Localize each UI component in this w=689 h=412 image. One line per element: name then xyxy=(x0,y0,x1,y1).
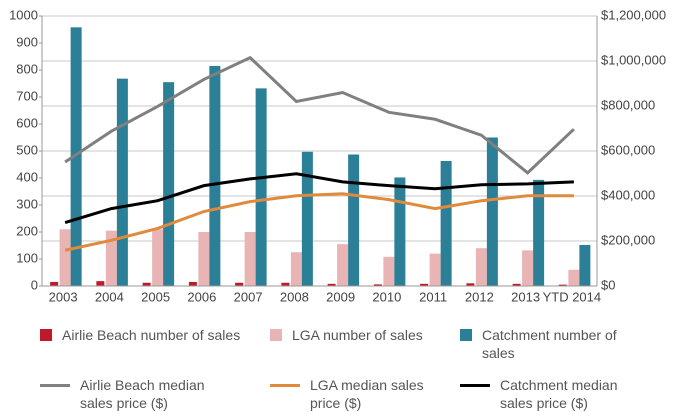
legend-marker xyxy=(460,384,490,387)
bar xyxy=(50,281,59,286)
legend-label: Catchment number of sales xyxy=(482,327,617,361)
bar xyxy=(348,154,360,286)
line xyxy=(64,192,574,252)
x-tick-label: YTD 2014 xyxy=(543,289,602,304)
legend-marker xyxy=(270,384,300,387)
bar xyxy=(59,229,71,286)
bar xyxy=(152,229,164,286)
y2-tick-label: $800,000 xyxy=(601,97,655,112)
bar xyxy=(163,82,175,287)
y-tick-label: 900 xyxy=(16,34,38,49)
x-tick-label: 2004 xyxy=(95,289,124,304)
legend-item: Airlie Beach number of sales xyxy=(40,326,270,362)
legend-marker xyxy=(40,329,52,341)
legend: Airlie Beach number of sales LGA number o… xyxy=(40,326,660,412)
legend-marker xyxy=(40,384,70,387)
legend-marker xyxy=(460,329,472,341)
bar xyxy=(579,244,591,286)
legend-label: LGA number of sales xyxy=(292,327,423,343)
legend-item: Catchment number of sales xyxy=(460,326,660,362)
x-tick-label: 2010 xyxy=(372,289,401,304)
bar xyxy=(209,65,221,286)
bar xyxy=(327,283,336,286)
y2-tick-label: $400,000 xyxy=(601,187,655,202)
legend-item: Airlie Beach median sales price ($) xyxy=(40,376,270,412)
y2-tick-label: $1,000,000 xyxy=(601,52,666,67)
bar xyxy=(512,283,521,286)
x-tick-label: 2012 xyxy=(465,289,494,304)
line xyxy=(64,55,575,175)
bar xyxy=(558,284,567,286)
y-tick-label: 700 xyxy=(16,88,38,103)
y2-tick-label: $0 xyxy=(601,277,615,292)
bar xyxy=(486,137,498,286)
bar xyxy=(70,27,82,287)
bar xyxy=(466,283,475,286)
x-tick-label: 2009 xyxy=(326,289,355,304)
y-tick-label: 1000 xyxy=(9,7,38,22)
y-tick-label: 500 xyxy=(16,142,38,157)
bar xyxy=(142,282,151,286)
x-tick-label: 2007 xyxy=(234,289,263,304)
line xyxy=(64,172,574,224)
y2-tick-label: $200,000 xyxy=(601,232,655,247)
legend-item: LGA median sales price ($) xyxy=(270,376,460,412)
bar xyxy=(188,281,197,286)
chart: $0 $200,000 $400,000 $600,000 $800,000 $1,000… xyxy=(9,7,666,304)
y2-tick-label: $600,000 xyxy=(601,142,655,157)
y-tick-label: 800 xyxy=(16,61,38,76)
x-tick-label: 2005 xyxy=(141,289,170,304)
legend-label: LGA median sales price ($) xyxy=(310,377,424,411)
legend-label: Airlie Beach number of sales xyxy=(62,327,241,343)
bar xyxy=(301,151,313,286)
y2-tick-label: $1,200,000 xyxy=(601,7,666,22)
bar xyxy=(440,160,452,286)
y-tick-label: 600 xyxy=(16,115,38,130)
x-tick-label: 2003 xyxy=(49,289,78,304)
legend-label: Catchment median sales price ($) xyxy=(500,377,618,411)
bar xyxy=(475,248,487,286)
bar xyxy=(568,269,580,286)
bar xyxy=(533,179,545,286)
x-tick-label: 2006 xyxy=(187,289,216,304)
y-tick-label: 400 xyxy=(16,169,38,184)
bar xyxy=(373,284,382,286)
legend-item: Catchment median sales price ($) xyxy=(460,376,660,412)
bar xyxy=(429,253,441,286)
x-tick-label: 2008 xyxy=(280,289,309,304)
bar xyxy=(522,250,534,286)
bar xyxy=(383,256,395,286)
y-tick-label: 200 xyxy=(16,223,38,238)
x-tick-label: 2011 xyxy=(419,289,447,304)
bar xyxy=(255,88,267,286)
x-tick-label: 2013 xyxy=(511,289,540,304)
bar xyxy=(235,282,244,286)
y-tick-label: 300 xyxy=(16,196,38,211)
bar xyxy=(420,283,429,286)
legend-marker xyxy=(270,329,282,341)
bar xyxy=(290,252,302,286)
bar xyxy=(116,78,128,286)
bar xyxy=(244,232,256,286)
bar xyxy=(337,244,349,286)
bar xyxy=(198,232,210,286)
bar xyxy=(281,282,290,286)
y-tick-label: 0 xyxy=(31,277,38,292)
bar xyxy=(105,230,117,286)
y-tick-label: 100 xyxy=(16,250,38,265)
legend-label: Airlie Beach median sales price ($) xyxy=(80,377,205,411)
legend-item: LGA number of sales xyxy=(270,326,460,362)
bar xyxy=(96,281,105,286)
bar xyxy=(394,177,406,286)
